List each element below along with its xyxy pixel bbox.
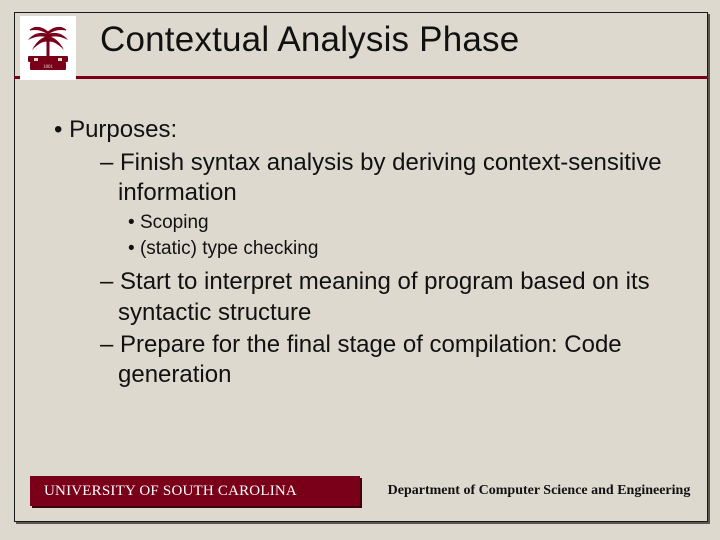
svg-text:1801: 1801 bbox=[43, 65, 54, 70]
slide-content: Purposes: Finish syntax analysis by deri… bbox=[74, 115, 690, 392]
footer-university-text: UNIVERSITY OF SOUTH CAROLINA bbox=[44, 483, 297, 500]
footer-department-box: Department of Computer Science and Engin… bbox=[370, 476, 708, 506]
slide-title: Contextual Analysis Phase bbox=[100, 20, 519, 60]
bullet-typecheck: (static) type checking bbox=[144, 236, 690, 262]
university-logo: 1801 bbox=[20, 16, 76, 80]
title-underline bbox=[14, 76, 708, 79]
footer-university-box: UNIVERSITY OF SOUTH CAROLINA bbox=[30, 476, 360, 506]
bullet-prepare: Prepare for the final stage of compilati… bbox=[100, 330, 690, 390]
footer-department-text: Department of Computer Science and Engin… bbox=[388, 483, 691, 499]
bullet-scoping: Scoping bbox=[144, 210, 690, 236]
palmetto-tree-icon: 1801 bbox=[24, 22, 72, 74]
bullet-interpret: Start to interpret meaning of program ba… bbox=[100, 267, 690, 327]
bullet-purposes: Purposes: bbox=[74, 115, 690, 146]
bullet-finish-syntax: Finish syntax analysis by deriving conte… bbox=[100, 148, 690, 208]
